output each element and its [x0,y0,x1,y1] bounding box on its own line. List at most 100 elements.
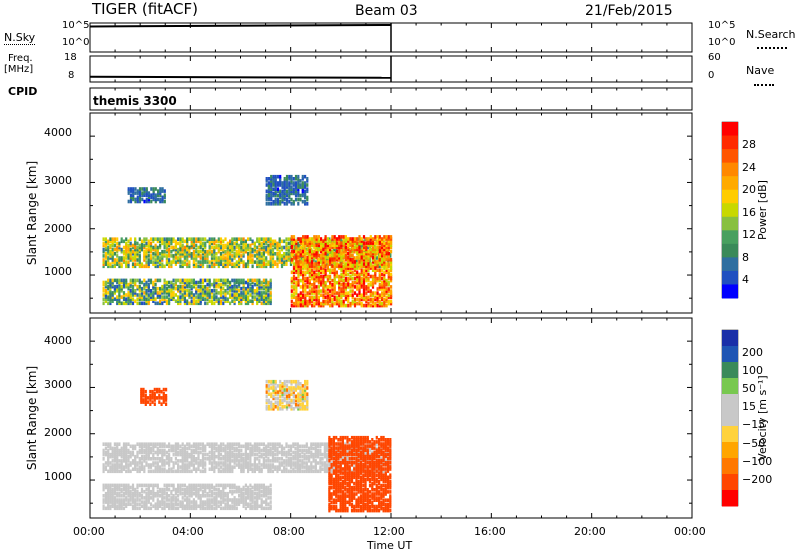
power-cell [174,249,177,254]
velocity-cell [122,459,126,463]
velocity-cell [127,500,130,504]
velocity-cell [149,446,153,451]
power-cell [308,241,311,245]
velocity-cell [326,444,329,449]
power-cell [224,299,227,303]
power-cell [338,255,341,260]
velocity-cell [222,446,225,451]
power-cell [152,299,155,303]
power-cell [165,291,168,295]
power-cell [329,289,332,293]
power-cell [299,278,302,283]
power-cell [353,237,357,241]
power-cell [168,264,171,269]
velocity-cell [326,452,329,457]
velocity-cell [314,444,317,449]
power-cell [313,272,316,277]
power-cell [229,280,232,285]
power-cell [156,278,159,283]
power-cell [378,251,381,256]
power-cell [127,239,130,244]
power-cell [267,195,270,200]
power-cell [276,262,279,266]
power-cell [113,286,116,291]
power-cell [283,260,286,264]
power-cell [365,253,368,258]
power-cell [390,239,393,243]
power-cell [342,280,345,285]
power-cell [258,256,261,260]
velocity-cell [111,487,114,492]
power-cell [267,189,270,194]
power-cell [109,243,112,248]
power-cell [320,280,323,285]
velocity-cell [312,446,315,451]
power-cell [367,239,370,243]
velocity-cell [113,504,116,508]
velocity-cell [346,450,349,455]
power-cell [242,286,245,291]
power-cell [204,260,207,264]
power-cell [374,249,377,254]
power-cell [159,301,162,306]
power-cell [270,202,273,206]
velocity-cell [210,461,214,465]
velocity-cell [122,483,126,488]
velocity-cell [136,467,139,471]
power-cell [213,289,216,293]
power-cell [253,295,256,299]
velocity-cell [204,467,207,471]
power-cell [331,251,334,256]
power-cell [338,253,341,258]
power-cell [265,189,268,194]
power-cell [333,262,336,266]
power-cell [317,249,320,254]
velocity-cell [240,469,243,474]
power-cell [188,260,191,264]
power-cell [145,249,148,254]
velocity-cell [233,452,236,457]
power-cell [111,247,114,252]
power-cell [331,303,334,308]
power-cell [347,295,350,300]
power-cell [172,291,175,295]
power-cell [190,280,193,285]
power-cell [206,282,209,287]
power-cell [177,289,180,293]
power-cell [371,297,375,302]
power-cell [274,187,277,191]
power-cell [147,282,150,287]
power-cell [378,278,381,283]
power-cell [159,289,162,293]
power-cell [335,291,338,295]
power-cell [356,272,359,277]
power-cell [219,247,223,252]
power-cell [374,253,377,258]
power-cell [308,245,311,250]
velocity-cell [308,469,311,474]
power-cell [147,195,151,200]
power-cell [329,280,332,285]
power-cell [376,249,379,254]
velocity-cell [116,485,119,490]
velocity-cell [134,446,137,451]
power-cell [251,280,254,285]
power-cell [159,199,162,204]
power-cell [301,189,304,194]
power-cell [122,245,126,250]
power-cell [231,249,234,254]
power-cell [199,286,202,291]
power-cell [326,301,329,306]
power-cell [217,278,220,283]
power-cell [292,255,296,260]
power-cell [107,284,110,289]
power-cell [344,253,347,258]
power-cell [315,237,318,241]
power-cell [165,241,168,246]
power-cell [197,252,200,256]
power-cell [378,241,381,245]
velocity-cell [147,446,150,451]
velocity-cell [107,494,110,498]
power-cell [378,274,381,279]
power-cell [362,255,366,260]
